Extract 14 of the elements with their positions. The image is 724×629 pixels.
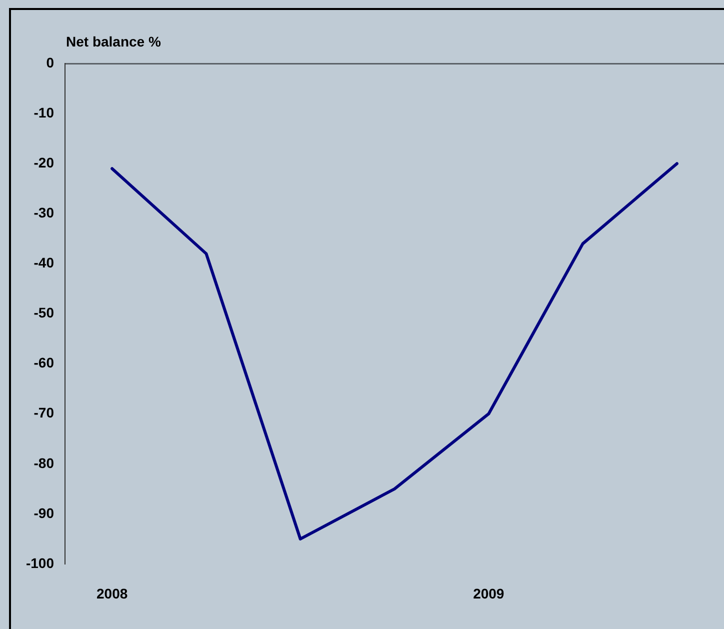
y-tick-label: -70: [34, 404, 54, 421]
y-tick-label: -80: [34, 454, 54, 471]
x-tick-label: 2008: [96, 585, 128, 602]
y-tick-label: -30: [34, 204, 54, 221]
y-tick-label: -50: [34, 304, 54, 321]
x-tick-label: 2009: [473, 585, 504, 602]
y-tick-label: -60: [34, 354, 54, 371]
y-tick-label: -10: [34, 104, 54, 120]
y-tick-label: -100: [26, 554, 54, 571]
y-tick-label: -20: [34, 154, 54, 170]
y-tick-label: -90: [34, 504, 54, 521]
y-tick-label: -40: [34, 254, 54, 271]
y-tick-label: 0: [46, 54, 54, 70]
y-axis-title: Net balance %: [66, 33, 162, 50]
